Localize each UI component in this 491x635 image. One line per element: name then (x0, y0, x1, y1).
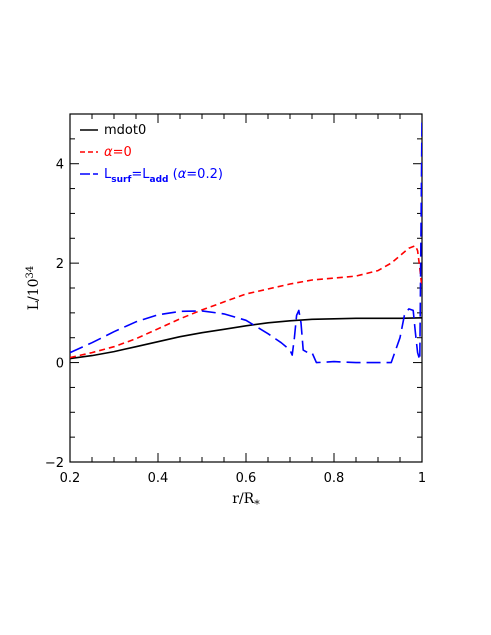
y-axis-label-main: L/10 (26, 278, 42, 310)
legend-text: =L (131, 167, 150, 182)
legend-text: ( (168, 167, 177, 182)
legend-alpha: α (104, 145, 113, 160)
x-tick-label: 0.4 (148, 471, 169, 486)
series-group (70, 118, 422, 364)
legend-text: =0 (113, 145, 132, 160)
x-axis-label-sub: * (254, 498, 260, 511)
legend-label-1: α=0 (104, 145, 132, 160)
y-tick-label: 0 (56, 357, 64, 372)
legend-label-text: mdot0 (104, 123, 146, 138)
legend-text: =0.2) (186, 167, 223, 182)
y-axis-label-sup: 34 (25, 266, 36, 279)
series-line-1 (70, 244, 422, 359)
x-tick-label: 1 (418, 471, 426, 486)
legend-label-2: Lsurf=Ladd (α=0.2) (104, 167, 223, 185)
legend-text: L (104, 167, 112, 182)
legend-alpha: α (178, 167, 187, 182)
series-line-2 (70, 118, 422, 364)
series-line-0 (70, 317, 422, 360)
plot-frame (69, 113, 423, 463)
x-tick-label: 0.2 (60, 471, 81, 486)
axis-ticks (69, 113, 423, 463)
x-axis-label-main: r/R (232, 491, 254, 507)
legend-label-0: mdot0 (104, 123, 146, 138)
legend-subscript: surf (111, 175, 131, 185)
x-axis-label: r/R* (232, 491, 260, 511)
axis-tick-labels: 0.2 0.4 0.6 0.8 1 −2 0 2 4 (45, 158, 426, 486)
y-tick-label: 4 (56, 158, 64, 173)
y-tick-label: −2 (45, 456, 64, 471)
legend-subscript: add (150, 175, 169, 185)
x-tick-label: 0.6 (236, 471, 257, 486)
y-axis-label: L/1034 (25, 266, 42, 311)
x-tick-label: 0.8 (324, 471, 345, 486)
y-tick-label: 2 (56, 257, 64, 272)
